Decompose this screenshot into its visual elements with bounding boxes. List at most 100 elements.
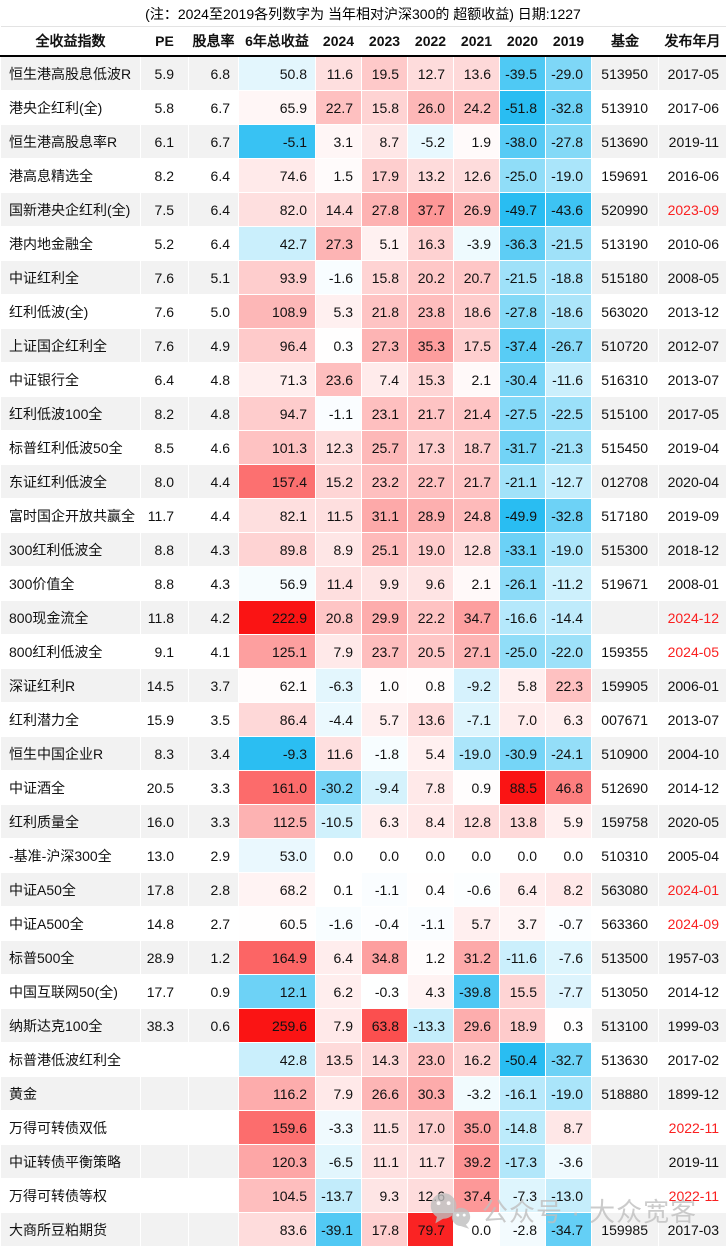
index-name-cell: 标普红利低波50全 bbox=[1, 431, 141, 465]
header-cell: 2020 bbox=[500, 27, 546, 57]
year-cell-2023: 15.8 bbox=[362, 91, 408, 125]
dividend-yield-cell bbox=[189, 1145, 239, 1179]
total-return-cell: 53.0 bbox=[239, 839, 316, 873]
dividend-yield-cell: 4.4 bbox=[189, 499, 239, 533]
header-cell: 发布年月 bbox=[659, 27, 726, 57]
pe-cell: 7.5 bbox=[141, 193, 189, 227]
dividend-yield-cell: 4.9 bbox=[189, 329, 239, 363]
dividend-yield-cell bbox=[189, 1179, 239, 1213]
year-cell-2024: 1.5 bbox=[316, 159, 362, 193]
year-cell-2019: -11.6 bbox=[546, 363, 592, 397]
fund-code-cell: 515100 bbox=[592, 397, 659, 431]
index-name-cell: 上证国企红利全 bbox=[1, 329, 141, 363]
year-cell-2019: 0.3 bbox=[546, 1009, 592, 1043]
year-cell-2019: 5.9 bbox=[546, 805, 592, 839]
total-return-cell: 60.5 bbox=[239, 907, 316, 941]
year-cell-2019: -34.7 bbox=[546, 1213, 592, 1247]
dividend-yield-cell: 6.4 bbox=[189, 227, 239, 261]
year-cell-2022: -5.2 bbox=[408, 125, 454, 159]
year-cell-2021: 39.2 bbox=[454, 1145, 500, 1179]
year-cell-2024: 13.5 bbox=[316, 1043, 362, 1077]
index-name-cell: 东证红利低波全 bbox=[1, 465, 141, 499]
fund-code-cell: 563080 bbox=[592, 873, 659, 907]
year-cell-2021: 0.0 bbox=[454, 1213, 500, 1247]
index-name-cell: 中证酒全 bbox=[1, 771, 141, 805]
pe-cell: 13.0 bbox=[141, 839, 189, 873]
header-cell: 股息率 bbox=[189, 27, 239, 57]
year-cell-2023: 1.0 bbox=[362, 669, 408, 703]
year-cell-2022: 35.3 bbox=[408, 329, 454, 363]
year-cell-2019: 22.3 bbox=[546, 669, 592, 703]
header-cell: 2024 bbox=[316, 27, 362, 57]
year-cell-2020: -21.1 bbox=[500, 465, 546, 499]
year-cell-2021: -3.2 bbox=[454, 1077, 500, 1111]
year-cell-2021: 5.7 bbox=[454, 907, 500, 941]
total-return-cell: 161.0 bbox=[239, 771, 316, 805]
publish-date-cell: 2010-06 bbox=[659, 227, 726, 261]
year-cell-2024: 20.8 bbox=[316, 601, 362, 635]
year-cell-2024: 11.6 bbox=[316, 56, 362, 91]
publish-date-cell: 2013-07 bbox=[659, 703, 726, 737]
year-cell-2021: 16.2 bbox=[454, 1043, 500, 1077]
year-cell-2024: -4.4 bbox=[316, 703, 362, 737]
year-cell-2022: 20.5 bbox=[408, 635, 454, 669]
year-cell-2020: -25.0 bbox=[500, 159, 546, 193]
header-cell: 6年总收益 bbox=[239, 27, 316, 57]
pe-cell bbox=[141, 1111, 189, 1145]
header-cell: 2021 bbox=[454, 27, 500, 57]
year-cell-2020: -11.6 bbox=[500, 941, 546, 975]
total-return-cell: 12.1 bbox=[239, 975, 316, 1009]
year-cell-2019: -21.5 bbox=[546, 227, 592, 261]
year-cell-2024: -1.6 bbox=[316, 907, 362, 941]
total-return-cell: 159.6 bbox=[239, 1111, 316, 1145]
year-cell-2020: -30.9 bbox=[500, 737, 546, 771]
year-cell-2024: -30.2 bbox=[316, 771, 362, 805]
year-cell-2022: 15.3 bbox=[408, 363, 454, 397]
total-return-cell: 68.2 bbox=[239, 873, 316, 907]
fund-code-cell: 159985 bbox=[592, 1213, 659, 1247]
year-cell-2020: 6.4 bbox=[500, 873, 546, 907]
year-cell-2019: -19.0 bbox=[546, 1077, 592, 1111]
year-cell-2021: -0.6 bbox=[454, 873, 500, 907]
index-name-cell: 中证A500全 bbox=[1, 907, 141, 941]
index-name-cell: 红利低波100全 bbox=[1, 397, 141, 431]
fund-code-cell: 516310 bbox=[592, 363, 659, 397]
pe-cell: 14.5 bbox=[141, 669, 189, 703]
year-cell-2021: 17.5 bbox=[454, 329, 500, 363]
dividend-yield-cell: 0.9 bbox=[189, 975, 239, 1009]
fund-code-cell: 513050 bbox=[592, 975, 659, 1009]
year-cell-2022: 4.3 bbox=[408, 975, 454, 1009]
index-name-cell: 中证银行全 bbox=[1, 363, 141, 397]
year-cell-2023: 23.2 bbox=[362, 465, 408, 499]
publish-date-cell: 2019-09 bbox=[659, 499, 726, 533]
total-return-cell: 164.9 bbox=[239, 941, 316, 975]
index-name-cell: 标普500全 bbox=[1, 941, 141, 975]
year-cell-2024: 7.9 bbox=[316, 635, 362, 669]
fund-code-cell bbox=[592, 1111, 659, 1145]
year-cell-2021: 12.8 bbox=[454, 805, 500, 839]
year-cell-2021: 24.8 bbox=[454, 499, 500, 533]
publish-date-cell: 2016-06 bbox=[659, 159, 726, 193]
year-cell-2021: 12.8 bbox=[454, 533, 500, 567]
index-name-cell: 800红利低波全 bbox=[1, 635, 141, 669]
year-cell-2023: 23.1 bbox=[362, 397, 408, 431]
index-name-cell: 中证红利全 bbox=[1, 261, 141, 295]
year-cell-2020: -26.1 bbox=[500, 567, 546, 601]
year-cell-2023: 9.3 bbox=[362, 1179, 408, 1213]
year-cell-2024: 23.6 bbox=[316, 363, 362, 397]
year-cell-2024: 0.1 bbox=[316, 873, 362, 907]
year-cell-2021: 26.9 bbox=[454, 193, 500, 227]
dividend-yield-cell: 3.4 bbox=[189, 737, 239, 771]
pe-cell: 7.6 bbox=[141, 295, 189, 329]
dividend-yield-cell: 2.8 bbox=[189, 873, 239, 907]
year-cell-2021: 29.6 bbox=[454, 1009, 500, 1043]
fund-code-cell: 517180 bbox=[592, 499, 659, 533]
year-cell-2021: 18.7 bbox=[454, 431, 500, 465]
